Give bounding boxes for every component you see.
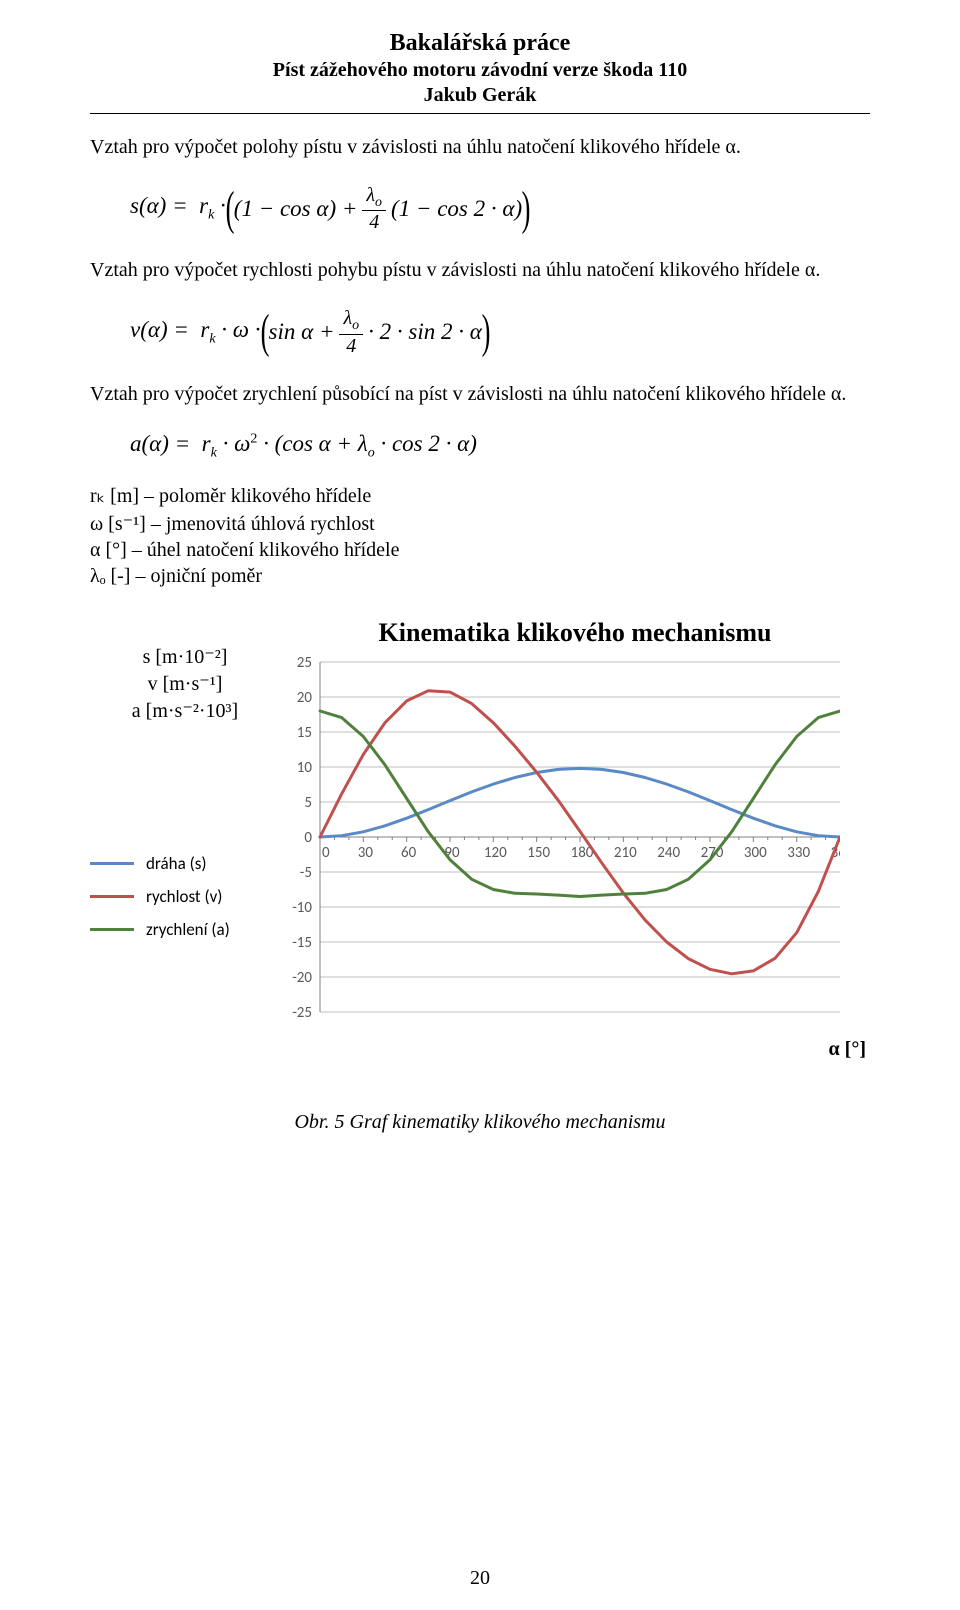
equation-s: s(α) = rk · ( (1 − cos α) + λo4 (1 − cos… (130, 184, 870, 233)
svg-text:0: 0 (304, 829, 312, 847)
svg-text:-15: -15 (292, 934, 312, 952)
svg-text:25: 25 (297, 654, 312, 672)
svg-text:330: 330 (787, 844, 810, 862)
svg-text:30: 30 (358, 844, 374, 862)
page-header: Bakalářská práce Píst zážehového motoru … (90, 30, 870, 107)
y-label-a: a [m·s⁻²·10³] (90, 698, 280, 725)
paragraph-2: Vztah pro výpočet rychlosti pohybu pístu… (90, 255, 870, 285)
x-axis-label: α [°] (280, 1038, 870, 1061)
svg-text:-5: -5 (300, 864, 312, 882)
variable-definitions: rₖ [m] – poloměr klikového hřídele ω [s⁻… (90, 483, 870, 588)
legend-swatch-s (90, 862, 134, 865)
svg-text:-10: -10 (292, 899, 312, 917)
legend-label-v: rychlost (v) (146, 886, 222, 907)
legend-item-a: zrychlení (a) (90, 919, 280, 940)
def-rk: rₖ [m] – poloměr klikového hřídele (90, 483, 870, 508)
def-alpha: α [°] – úhel natočení klikového hřídele (90, 539, 870, 562)
legend-item-s: dráha (s) (90, 853, 280, 874)
chart-block: s [m·10⁻²] v [m·s⁻¹] a [m·s⁻²·10³] dráha… (90, 618, 870, 1061)
y-label-s: s [m·10⁻²] (90, 644, 280, 671)
legend-swatch-a (90, 928, 134, 931)
svg-text:60: 60 (401, 844, 417, 862)
legend-label-s: dráha (s) (146, 853, 207, 874)
svg-text:240: 240 (657, 844, 680, 862)
paragraph-1: Vztah pro výpočet polohy pístu v závislo… (90, 132, 870, 162)
header-rule (90, 113, 870, 114)
svg-text:90: 90 (444, 844, 460, 862)
legend-item-v: rychlost (v) (90, 886, 280, 907)
svg-text:5: 5 (304, 794, 312, 812)
y-label-v: v [m·s⁻¹] (90, 671, 280, 698)
figure-caption: Obr. 5 Graf kinematiky klikového mechani… (90, 1111, 870, 1134)
page-number: 20 (0, 1567, 960, 1590)
chart-title: Kinematika klikového mechanismu (280, 618, 870, 648)
equation-a: a(α) = rk · ω2 · (cos α + λo · cos 2 · α… (130, 431, 870, 462)
svg-text:20: 20 (297, 689, 313, 707)
svg-text:-20: -20 (292, 969, 312, 987)
def-lambda: λₒ [-] – ojniční poměr (90, 565, 870, 588)
header-author: Jakub Gerák (90, 84, 870, 107)
svg-text:120: 120 (484, 844, 507, 862)
svg-text:150: 150 (527, 844, 550, 862)
chart-legend: dráha (s) rychlost (v) zrychlení (a) (90, 853, 280, 940)
paragraph-3: Vztah pro výpočet zrychlení působící na … (90, 379, 870, 409)
svg-text:300: 300 (744, 844, 767, 862)
header-title: Bakalářská práce (90, 30, 870, 57)
svg-text:210: 210 (614, 844, 637, 862)
y-axis-labels: s [m·10⁻²] v [m·s⁻¹] a [m·s⁻²·10³] (90, 644, 280, 725)
equation-v: v(α) = rk · ω · ( sin α + λo4 · 2 · sin … (130, 307, 870, 356)
svg-text:15: 15 (297, 724, 312, 742)
svg-text:0: 0 (322, 844, 330, 862)
svg-text:-25: -25 (292, 1004, 312, 1022)
svg-text:10: 10 (297, 759, 313, 777)
def-omega: ω [s⁻¹] – jmenovitá úhlová rychlost (90, 511, 870, 536)
legend-swatch-v (90, 895, 134, 898)
header-subtitle: Píst zážehového motoru závodní verze ško… (90, 59, 870, 82)
kinematics-chart: -25-20-15-10-505101520250306090120150180… (280, 652, 840, 1042)
legend-label-a: zrychlení (a) (146, 919, 230, 940)
